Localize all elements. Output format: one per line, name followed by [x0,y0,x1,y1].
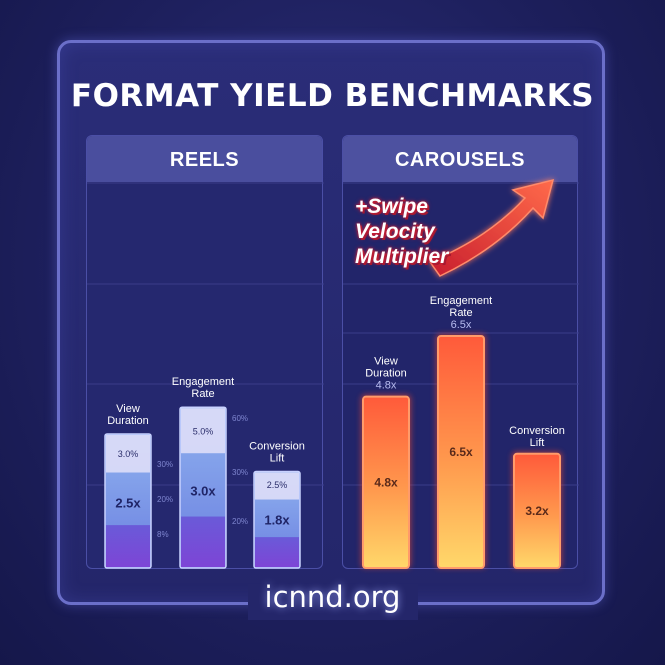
carousels-category-label: Duration [365,368,407,380]
carousels-bar [362,395,410,569]
reels-scale-label: 8% [157,530,169,539]
reels-top-label: 2.5% [267,480,288,490]
reels-bar-cap [181,408,225,454]
carousels-sub-label: 6.5x [451,319,472,331]
reels-value-label: 3.0x [190,484,216,499]
callout-line-1: +Swipe [355,195,428,218]
reels-category-label: View [116,403,140,415]
carousels-bar [437,335,485,569]
reels-panel: REELS 3.0% 2.5x View Duration 5.0% 3.0x Engage… [86,135,324,569]
reels-scale-label: 60% [232,414,248,423]
reels-panel-title: REELS [87,136,322,182]
carousels-panel: CAROUSELS 4.8x View Duration 4.8x 6.5x Engage… [342,135,579,569]
carousels-value-label: 3.2x [525,504,549,518]
reels-scale-label: 30% [157,460,173,469]
page-title: FORMAT YIELD BENCHMARKS [70,78,595,114]
carousels-value-label: 4.8x [374,475,398,489]
reels-category-label: Engagement [172,376,234,388]
reels-bar-cap [106,434,150,473]
reels-category-label: Conversion [249,441,305,453]
footer-site: icnnd.org [264,580,401,614]
carousels-value-label: 6.5x [449,445,473,459]
carousels-sub-label: 4.8x [376,380,397,392]
reels-top-label: 5.0% [193,427,214,437]
reels-category-label: Lift [270,453,285,465]
reels-top-label: 3.0% [118,449,139,459]
reels-category-label: Rate [191,388,214,400]
carousels-category-label: Engagement [430,295,492,307]
reels-bar-cap [255,472,299,500]
trend-arrow-icon [428,178,555,277]
carousels-panel-title: CAROUSELS [343,136,577,182]
reels-scale-label: 20% [157,495,173,504]
callout-line-2: Velocity [355,220,435,243]
reels-bar-base [106,525,150,567]
footer-backdrop [248,584,418,620]
swipe-velocity-callout: +Swipe Velocity Multiplier [355,194,525,269]
reels-value-label: 1.8x [264,513,290,528]
carousels-category-label: Rate [449,307,472,319]
carousels-chart: 4.8xViewDuration4.8x6.5xEngagementRate6.… [343,182,579,569]
reels-scale-label: 20% [232,517,248,526]
carousels-category-label: View [374,356,398,368]
reels-value-label: 2.5x [115,496,141,511]
reels-bar-base [255,537,299,567]
carousels-bar [513,452,561,569]
reels-category-label: Duration [107,415,149,427]
carousels-category-label: Conversion [509,425,565,437]
callout-line-3: Multiplier [355,245,449,268]
reels-scale-label: 30% [232,468,248,477]
reels-bar-base [181,516,225,567]
carousels-category-label: Lift [530,437,545,449]
